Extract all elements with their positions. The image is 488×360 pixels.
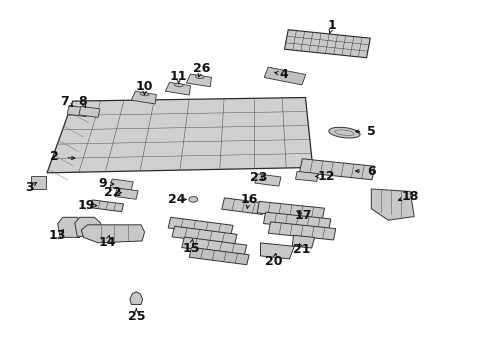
Text: 11: 11 — [169, 69, 187, 82]
Text: 6: 6 — [366, 165, 375, 177]
Text: 26: 26 — [192, 62, 210, 75]
Polygon shape — [79, 107, 100, 117]
Polygon shape — [130, 292, 142, 305]
Text: 24: 24 — [168, 193, 185, 206]
Polygon shape — [263, 212, 330, 230]
Polygon shape — [189, 247, 248, 265]
Text: 20: 20 — [264, 255, 282, 268]
Ellipse shape — [195, 75, 203, 78]
Polygon shape — [31, 176, 46, 189]
Text: 25: 25 — [127, 310, 145, 324]
Ellipse shape — [174, 83, 183, 87]
Polygon shape — [172, 226, 237, 245]
Text: 12: 12 — [317, 170, 334, 183]
Text: 16: 16 — [240, 193, 258, 206]
Polygon shape — [264, 67, 305, 85]
Polygon shape — [90, 200, 123, 212]
Polygon shape — [182, 237, 246, 256]
Text: 13: 13 — [48, 229, 65, 242]
Polygon shape — [284, 30, 369, 58]
Polygon shape — [115, 188, 138, 199]
Polygon shape — [67, 106, 88, 117]
Polygon shape — [221, 198, 265, 215]
Polygon shape — [47, 98, 312, 173]
Polygon shape — [81, 225, 144, 243]
Polygon shape — [58, 217, 82, 237]
Polygon shape — [168, 217, 233, 236]
Text: 21: 21 — [293, 243, 310, 256]
Text: 3: 3 — [25, 181, 34, 194]
Text: 2: 2 — [50, 150, 59, 163]
Ellipse shape — [328, 127, 359, 138]
Text: 23: 23 — [250, 171, 267, 184]
Polygon shape — [295, 171, 318, 181]
Text: 8: 8 — [78, 95, 87, 108]
Polygon shape — [268, 222, 335, 240]
Text: 9: 9 — [99, 177, 107, 190]
Text: 4: 4 — [279, 68, 287, 81]
Polygon shape — [292, 235, 314, 248]
Polygon shape — [299, 159, 374, 180]
Text: 14: 14 — [98, 236, 116, 249]
Text: 1: 1 — [327, 19, 336, 32]
Text: 10: 10 — [136, 80, 153, 93]
Text: 7: 7 — [60, 95, 68, 108]
Polygon shape — [260, 243, 294, 259]
Polygon shape — [257, 202, 324, 220]
Polygon shape — [165, 82, 190, 95]
Text: 15: 15 — [182, 242, 199, 255]
Text: 19: 19 — [77, 199, 95, 212]
Text: 22: 22 — [104, 186, 122, 199]
Polygon shape — [110, 179, 133, 190]
Ellipse shape — [140, 92, 148, 96]
Text: 5: 5 — [366, 125, 375, 138]
Text: 17: 17 — [294, 210, 311, 222]
Polygon shape — [186, 74, 211, 87]
Polygon shape — [254, 174, 281, 186]
Polygon shape — [131, 91, 156, 104]
Polygon shape — [75, 217, 101, 236]
Text: 18: 18 — [401, 190, 418, 203]
Ellipse shape — [188, 197, 197, 202]
Polygon shape — [370, 189, 413, 220]
